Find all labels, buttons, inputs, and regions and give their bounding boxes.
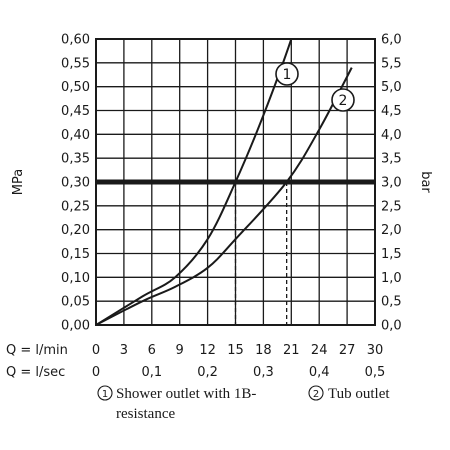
y-left-tick-label: 0,45 (61, 104, 90, 119)
x-tick-label: 0,3 (253, 365, 274, 380)
x-axis-row-label: Q = l/sec (6, 365, 65, 380)
y-left-tick-label: 0,30 (61, 176, 90, 191)
x-tick-label: 0,4 (309, 365, 330, 380)
y-left-tick-label: 0,35 (61, 152, 90, 167)
legend-marker-label: 2 (313, 389, 319, 400)
legend-marker-circle (308, 385, 324, 401)
x-tick-label: 24 (311, 343, 328, 358)
y-left-tick-label: 0,05 (61, 295, 90, 310)
y-right-tick-label: 6,0 (381, 33, 402, 48)
legend-marker-label: 1 (102, 389, 108, 400)
curves (96, 39, 353, 325)
x-tick-label: 6 (148, 343, 156, 358)
x-tick-label: 0 (92, 365, 100, 380)
y-right-tick-label: 5,5 (381, 56, 402, 71)
y-right-tick-label: 3,5 (381, 152, 402, 167)
y-left-tick-label: 0,25 (61, 199, 90, 214)
y-right-tick-label: 2,5 (381, 199, 402, 214)
y-axis-right-label: bar (418, 171, 433, 193)
y-right-tick-label: 3,0 (381, 176, 402, 191)
x-tick-label: 15 (227, 343, 244, 358)
series-2-marker-label: 2 (339, 93, 348, 109)
y-axis-left-ticks: 0,00 0,05 0,10 0,15 0,20 0,25 0,30 0,35 0,40 0,45… (61, 33, 90, 334)
y-right-tick-label: 4,0 (381, 128, 402, 143)
x-axis-row-label: Q = l/min (6, 343, 68, 358)
y-right-tick-label: 0,0 (381, 319, 402, 334)
y-left-tick-label: 0,00 (61, 319, 90, 334)
legend-marker-circle (97, 385, 113, 401)
x-tick-label: 30 (367, 343, 384, 358)
x-axis-ticks: Q = l/min 0 3 6 9 12 15 18 21 24 27 30 Q = l/sec 0 0,1… (6, 343, 385, 380)
series-2-line (96, 67, 353, 325)
x-tick-label: 12 (199, 343, 216, 358)
x-tick-label: 18 (255, 343, 272, 358)
legend: 1 Shower outlet with 1B-resistance 2 Tub ou… (97, 385, 390, 422)
x-tick-label: 0,5 (365, 365, 386, 380)
x-tick-label: 3 (120, 343, 128, 358)
x-tick-label: 0 (92, 343, 100, 358)
x-tick-label: 0,2 (197, 365, 218, 380)
y-right-tick-label: 0,5 (381, 295, 402, 310)
y-left-tick-label: 0,15 (61, 247, 90, 262)
y-axis-left-label: MPa (11, 169, 26, 195)
y-right-tick-label: 2,0 (381, 223, 402, 238)
y-right-tick-label: 4,5 (381, 104, 402, 119)
legend-text-line: Shower outlet with 1B- (116, 386, 256, 402)
x-tick-label: 9 (176, 343, 184, 358)
y-left-tick-label: 0,20 (61, 223, 90, 238)
y-left-tick-label: 0,60 (61, 33, 90, 48)
legend-text-line: Tub outlet (328, 386, 390, 402)
series-1-marker-label: 1 (283, 67, 292, 83)
drop-lines (234, 182, 288, 325)
legend-text-line: resistance (116, 406, 175, 422)
x-tick-label: 21 (283, 343, 300, 358)
x-tick-label: 0,1 (141, 365, 162, 380)
y-axis-right-ticks: 0,0 0,5 1,0 1,5 2,0 2,5 3,0 3,5 4,0 4,5 5,0 5,5 6,0 (381, 33, 402, 334)
y-right-tick-label: 1,0 (381, 271, 402, 286)
y-right-tick-label: 5,0 (381, 80, 402, 95)
series-2-marker-circle (331, 88, 355, 112)
x-tick-label: 27 (339, 343, 356, 358)
y-left-tick-label: 0,55 (61, 56, 90, 71)
y-left-tick-label: 0,40 (61, 128, 90, 143)
series-1-marker-circle (275, 62, 299, 86)
series-1-line (96, 39, 293, 325)
y-right-tick-label: 1,5 (381, 247, 402, 262)
y-left-tick-label: 0,50 (61, 80, 90, 95)
y-left-tick-label: 0,10 (61, 271, 90, 286)
curve-markers: 12 (275, 62, 355, 112)
